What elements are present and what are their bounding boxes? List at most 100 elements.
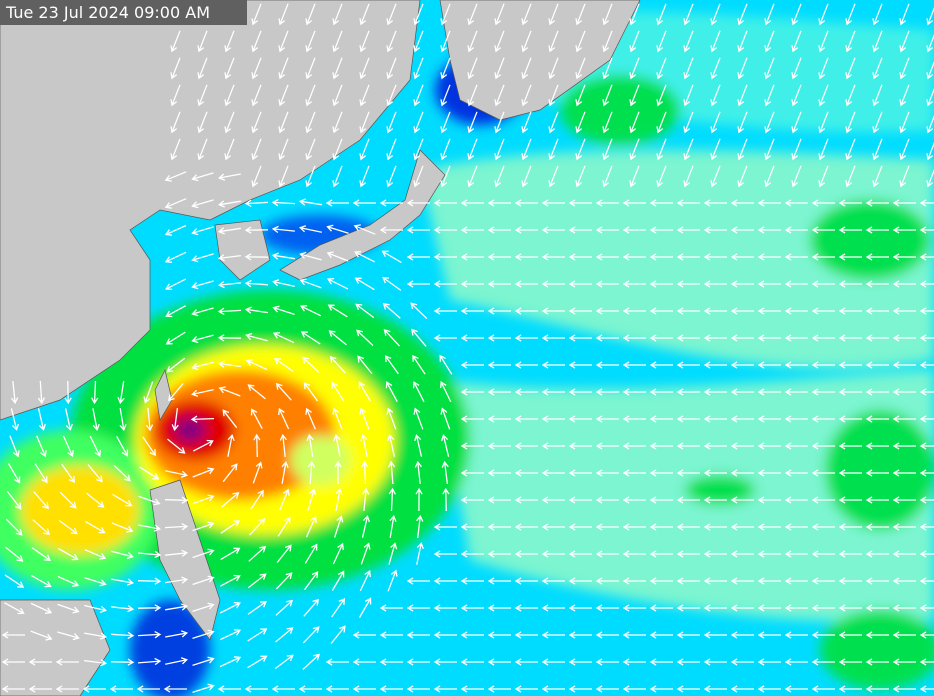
wind-arrow: [298, 685, 322, 693]
wind-arrow: [838, 415, 862, 423]
wind-arrow: [145, 407, 154, 432]
wind-arrow: [710, 138, 721, 161]
wind-arrow: [602, 30, 613, 53]
wind-arrow: [440, 407, 451, 430]
wind-arrow: [919, 334, 934, 342]
wind-arrow: [329, 355, 346, 374]
wind-arrow: [359, 30, 370, 53]
wind-arrow: [305, 407, 316, 430]
wind-arrow: [192, 575, 215, 586]
wind-arrow: [622, 658, 646, 666]
wind-arrow: [217, 254, 241, 262]
wind-arrow: [487, 442, 511, 450]
wind-arrow: [139, 466, 160, 480]
wind-arrow: [86, 492, 105, 508]
wind-arrow: [487, 604, 511, 612]
wind-arrow: [757, 388, 781, 396]
wind-arrow: [541, 577, 565, 585]
wind-arrow: [541, 307, 565, 315]
wind-arrow: [410, 302, 428, 320]
wind-arrow: [737, 3, 748, 26]
wind-arrow: [416, 514, 424, 538]
wind-arrow: [31, 547, 52, 562]
wind-arrow: [165, 657, 189, 665]
wind-arrow: [440, 434, 450, 457]
wind-arrow: [575, 30, 586, 53]
wind-arrow: [649, 253, 673, 261]
wind-arrow: [247, 384, 266, 400]
wind-arrow: [332, 138, 343, 161]
sakhalin-hokkaido: [439, 0, 641, 121]
wind-arrow: [411, 328, 427, 347]
wind-arrow: [219, 601, 241, 614]
wind-arrow: [332, 407, 343, 430]
wind-arrow: [142, 436, 156, 457]
wind-arrow: [415, 487, 423, 512]
wind-arrow: [217, 307, 242, 315]
wind-arrow: [332, 542, 344, 565]
wind-arrow: [487, 685, 511, 693]
wind-arrow: [568, 307, 592, 315]
wind-arrow: [514, 253, 538, 261]
wind-arrow: [460, 361, 484, 369]
wind-arrow: [892, 361, 916, 369]
wind-arrow: [217, 200, 241, 208]
wind-arrow: [811, 199, 835, 207]
wind-arrow: [276, 544, 292, 564]
wind-arrow: [192, 683, 215, 694]
wind-arrow: [251, 138, 262, 161]
wind-arrow: [730, 280, 754, 288]
wind-arrow: [730, 253, 754, 261]
wind-arrow: [838, 307, 862, 315]
wind-arrow: [656, 57, 667, 80]
wind-arrow: [278, 111, 289, 134]
wind-arrow: [433, 523, 457, 531]
wind-arrow: [271, 685, 295, 693]
wind-arrow: [487, 253, 511, 261]
wind-arrow: [757, 469, 781, 477]
wind-arrow: [818, 84, 829, 107]
wind-arrow: [217, 334, 242, 342]
wind-arrow: [164, 171, 187, 182]
wind-arrow: [219, 656, 242, 668]
wind-arrow: [919, 226, 934, 234]
wind-arrow: [730, 658, 754, 666]
wind-arrow: [272, 279, 295, 288]
wind-arrow: [892, 604, 916, 612]
wind-arrow: [784, 604, 808, 612]
wind-arrow: [541, 253, 565, 261]
wind-arrow: [892, 631, 916, 639]
wind-arrow: [197, 30, 208, 53]
wind-arrow: [737, 165, 748, 188]
wind-arrow: [838, 685, 862, 693]
wind-arrow: [354, 250, 376, 263]
wind-arrow: [333, 433, 341, 457]
wind-arrow: [818, 57, 829, 80]
wind-arrow: [865, 550, 889, 558]
wind-arrow: [192, 602, 215, 613]
wind-arrow: [222, 409, 238, 429]
wind-arrow: [919, 550, 934, 558]
wind-arrow: [413, 57, 424, 80]
wind-arrow: [192, 494, 215, 505]
wind-arrow: [649, 631, 673, 639]
wind-arrow: [361, 487, 370, 511]
wind-arrow: [865, 199, 889, 207]
wind-arrow: [460, 577, 484, 585]
wind-arrow: [757, 685, 781, 693]
wind-arrow: [514, 523, 538, 531]
wind-arrow: [32, 519, 51, 536]
wind-arrow: [514, 361, 538, 369]
wind-arrow: [278, 84, 289, 107]
wind-arrow: [872, 57, 883, 80]
wind-arrow: [433, 577, 457, 585]
wind-arrow: [568, 334, 592, 342]
wind-arrow: [250, 408, 263, 430]
wind-arrow: [595, 199, 619, 207]
wind-arrow: [191, 226, 214, 236]
wind-arrow: [278, 138, 289, 161]
wind-arrow: [111, 550, 134, 560]
wind-arrow: [303, 571, 319, 591]
wind-arrow: [784, 550, 808, 558]
wind-arrow: [170, 111, 181, 134]
